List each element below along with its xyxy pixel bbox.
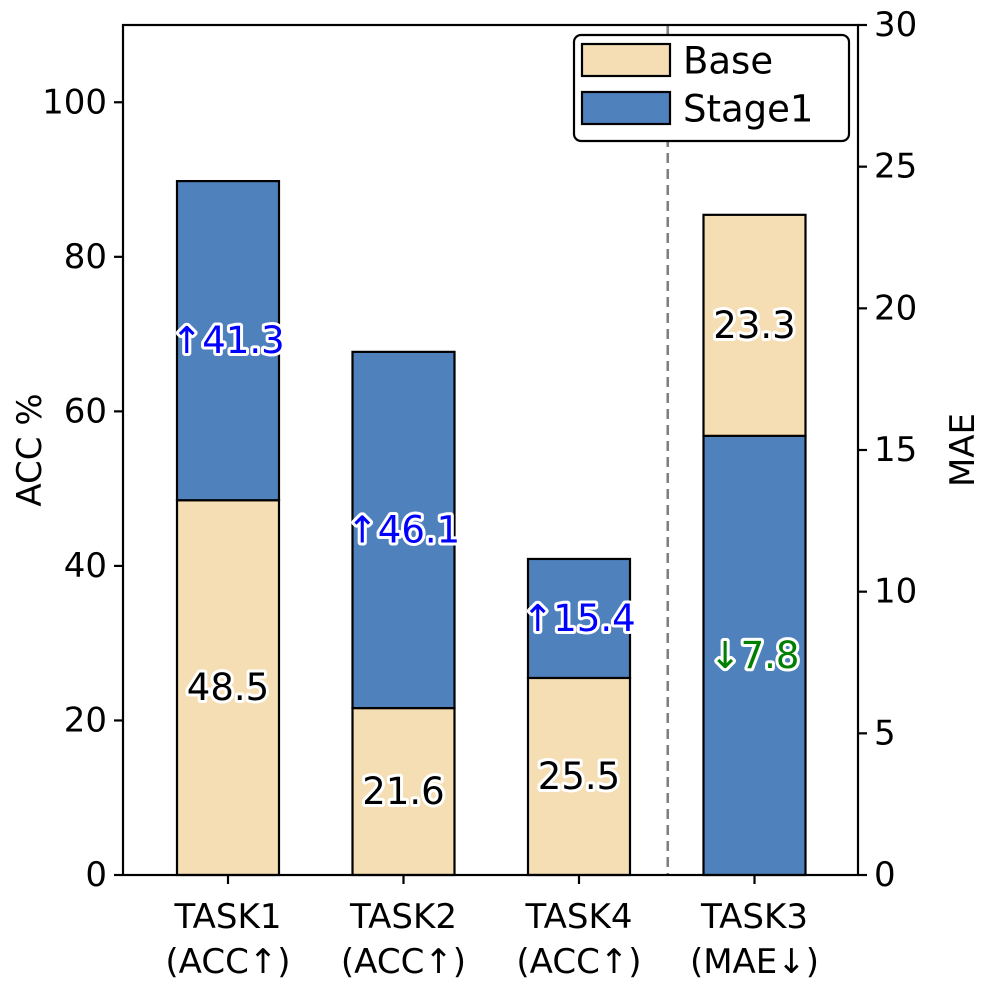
- x-tick-sublabel: (ACC↑): [165, 942, 290, 982]
- y-left-tick-label: 20: [64, 700, 107, 740]
- bar-segment-stage1-task1: [175, 179, 281, 502]
- y-left-axis-title: ACC %: [10, 393, 50, 506]
- y-left-tick-label: 0: [85, 855, 107, 895]
- x-tick-sublabel: (ACC↑): [516, 942, 641, 982]
- y-left-tick-label: 40: [64, 546, 107, 586]
- x-tick-sublabel: (ACC↑): [341, 942, 466, 982]
- bar-segment-stage1-task4: [526, 557, 632, 680]
- legend-label-base: Base: [683, 40, 773, 83]
- y-right-axis-title: MAE: [943, 413, 983, 487]
- x-tick-label: TASK4: [525, 897, 633, 937]
- bar-label: 21.6: [362, 770, 444, 813]
- bar-label: 48.5: [187, 666, 269, 709]
- y-right-tick-label: 25: [874, 147, 917, 187]
- y-right-tick-label: 10: [874, 572, 917, 612]
- legend-swatch-base: [580, 42, 672, 78]
- bar-segment-stage1-task2: [351, 350, 456, 710]
- x-tick-label: TASK3: [700, 897, 808, 937]
- y-left-tick-label: 80: [64, 237, 107, 277]
- y-left-tick-label: 60: [64, 391, 107, 431]
- bar-labels: 48.5 ↑41.3 21.6 ↑46.1 25.5 ↑15.4 23.3 ↓7.8: [168, 301, 802, 816]
- bar-label: ↑15.4: [522, 597, 635, 640]
- bar-segment-base-task3: [702, 213, 807, 437]
- bar-label: 23.3: [713, 304, 795, 347]
- y-right-tick-label: 5: [874, 713, 896, 753]
- y-right-tick-label: 0: [874, 855, 896, 895]
- y-left-tick-label: 100: [42, 82, 107, 122]
- legend-label-stage1: Stage1: [683, 88, 813, 131]
- bar-label: 25.5: [538, 755, 620, 798]
- bars-layer: [175, 179, 807, 877]
- axes: 0 20 40 60 80 100 0 5 10 15 20 25 30 TASK1 (ACC↑) TASK2…: [10, 5, 983, 982]
- x-tick-sublabel: (MAE↓): [690, 942, 819, 982]
- bar-label: ↓7.8: [710, 634, 800, 677]
- y-right-tick-label: 20: [874, 288, 917, 328]
- x-tick-label: TASK2: [349, 897, 457, 937]
- legend-swatch-stage1: [580, 90, 672, 126]
- y-right-tick-label: 15: [874, 430, 917, 470]
- bar-label: ↑46.1: [347, 508, 460, 551]
- bar-segment-base-task1: [175, 499, 281, 877]
- x-tick-label: TASK1: [174, 897, 282, 937]
- bar-label: ↑41.3: [171, 319, 284, 362]
- legend: Base Stage1: [572, 33, 851, 143]
- y-right-tick-label: 30: [874, 5, 917, 45]
